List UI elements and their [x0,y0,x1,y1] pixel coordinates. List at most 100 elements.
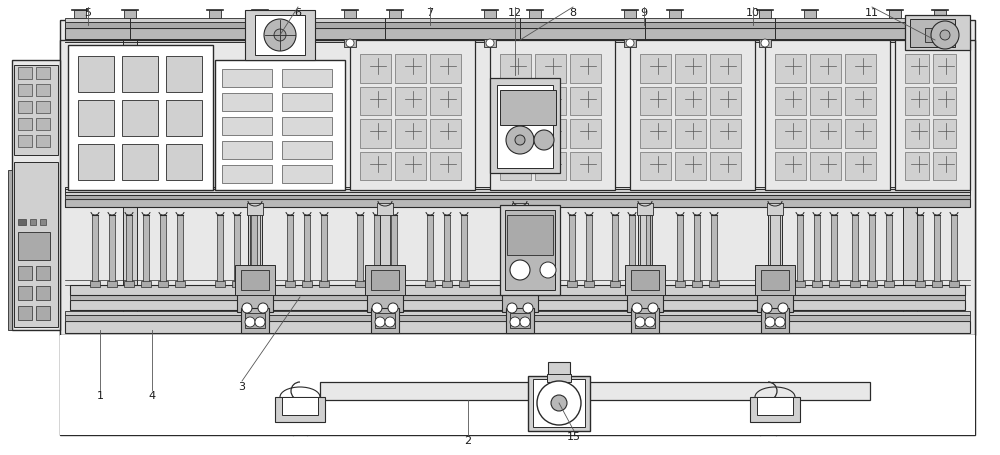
Bar [775,152,806,180]
Bar [360,119,391,147]
Circle shape [778,303,788,313]
Bar [285,281,295,287]
Bar [775,119,806,147]
Bar [166,100,202,136]
Bar [92,215,98,285]
Circle shape [385,317,395,327]
Bar [852,215,858,285]
Bar [374,215,380,285]
Bar [222,93,272,111]
Bar [889,10,901,18]
Text: 10: 10 [746,8,760,18]
Bar [528,376,590,431]
Bar [36,84,50,96]
Bar [275,397,325,422]
Bar [644,281,654,287]
Circle shape [537,381,581,425]
Bar [18,286,32,300]
Bar [640,54,671,82]
Bar [367,287,403,312]
Bar [570,119,601,147]
Bar [177,215,183,285]
Bar [500,90,556,125]
Bar [637,203,653,215]
Bar [500,119,531,147]
Bar [627,281,637,287]
Bar [222,69,272,87]
Bar [74,10,86,18]
Bar [70,295,965,300]
Bar [675,281,685,287]
Circle shape [632,303,642,313]
Bar [302,281,312,287]
Bar [8,170,12,330]
Bar [36,101,50,113]
Bar [18,67,32,79]
Bar [814,215,820,285]
Bar [65,18,970,22]
Circle shape [245,317,255,327]
Bar [357,215,363,285]
Bar [694,215,700,285]
Bar [535,54,566,82]
Bar [845,119,876,147]
Circle shape [242,303,252,313]
Bar [905,54,928,82]
Bar [282,165,332,183]
Bar [444,215,450,285]
Bar [610,281,620,287]
Bar [249,281,259,287]
Bar [70,300,965,310]
Bar [389,10,401,18]
Bar [510,313,530,328]
Circle shape [510,317,520,327]
Bar [484,10,496,18]
Bar [321,215,327,285]
Bar [905,15,970,50]
Bar [282,69,332,87]
Bar [122,144,158,180]
Text: 5: 5 [84,8,92,18]
Bar [886,215,892,285]
Bar [36,266,50,280]
Bar [757,397,793,415]
Bar [934,215,940,285]
Bar [765,313,785,328]
Bar [895,40,970,190]
Bar [675,54,706,82]
Bar [215,60,345,190]
Bar [287,215,293,285]
Bar [222,141,272,159]
Bar [282,141,332,159]
Bar [646,215,652,285]
Bar [627,287,663,312]
Bar [344,10,356,18]
Bar [635,313,655,328]
Bar [427,215,433,285]
Circle shape [255,317,265,327]
Bar [951,215,957,285]
Bar [360,86,391,115]
Bar [675,86,706,115]
Bar [905,152,928,180]
Bar [241,308,269,333]
Bar [282,93,332,111]
Circle shape [762,303,772,313]
Bar [241,270,269,290]
Bar [425,281,435,287]
Bar [831,215,837,285]
Bar [18,135,32,147]
Bar [768,38,782,333]
Bar [757,287,793,312]
Bar [237,287,273,312]
Bar [869,215,875,285]
Circle shape [507,303,517,313]
Bar [550,281,560,287]
Circle shape [523,303,533,313]
Bar [65,195,970,199]
Circle shape [940,30,950,40]
Bar [759,10,771,18]
Bar [505,210,555,290]
Circle shape [515,135,525,145]
Circle shape [626,39,634,47]
